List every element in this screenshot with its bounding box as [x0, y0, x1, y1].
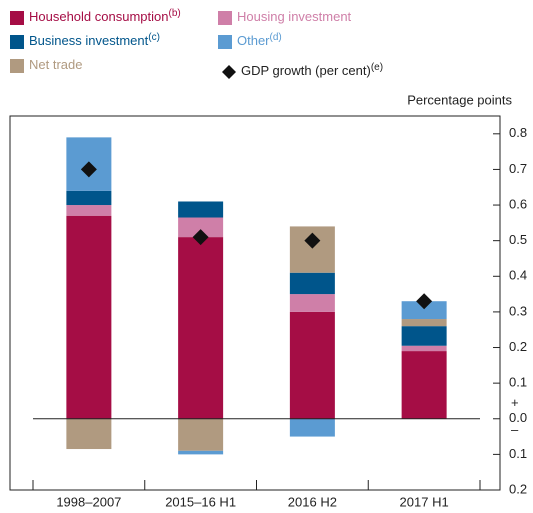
- bar-segment: [289, 272, 335, 295]
- legend-text: Household consumption: [29, 9, 168, 24]
- bar-segment: [178, 237, 224, 419]
- y-tick-label: 0.7: [509, 161, 527, 176]
- legend-note: (e): [371, 62, 383, 73]
- legend-note: (c): [148, 32, 160, 43]
- legend-note: (b): [168, 8, 180, 19]
- y-tick-label: 0.2: [509, 339, 527, 354]
- bar-segment: [66, 418, 112, 450]
- gdp-marker: [192, 229, 209, 246]
- legend-label: Other(d): [237, 32, 282, 49]
- bar-segment: [178, 450, 224, 455]
- y-tick-label: 0.4: [509, 268, 527, 283]
- legend-note: (d): [270, 32, 282, 43]
- legend-swatch: [218, 11, 232, 25]
- axis-label: Percentage points: [407, 92, 512, 107]
- legend-swatch: [218, 35, 232, 49]
- y-tick-label: 0.6: [509, 196, 527, 211]
- legend-swatch: [10, 35, 24, 49]
- legend-label: GDP growth (per cent)(e): [241, 62, 383, 79]
- gdp-marker: [80, 161, 97, 178]
- legend-label: Household consumption(b): [29, 8, 181, 25]
- y-tick-label: 0.5: [509, 232, 527, 247]
- legend-text: Other: [237, 33, 270, 48]
- x-tick-label: 2015–16 H1: [165, 494, 236, 509]
- x-tick-label: 2016 H2: [288, 494, 337, 509]
- bar-segment: [66, 190, 112, 206]
- bar-segment: [401, 319, 447, 327]
- bar-segment: [178, 201, 224, 218]
- legend-text: GDP growth (per cent): [241, 63, 371, 78]
- y-tick-label: 0.8: [509, 125, 527, 140]
- bar-segment: [289, 294, 335, 312]
- legend-text: Housing investment: [237, 9, 352, 24]
- bar-segment: [401, 345, 447, 352]
- legend-label: Business investment(c): [29, 32, 160, 49]
- sign: –: [511, 422, 519, 437]
- legend-text: Net trade: [29, 57, 82, 72]
- y-tick-label: 0.3: [509, 303, 527, 318]
- x-tick-label: 1998–2007: [56, 494, 121, 509]
- legend-swatch: [10, 11, 24, 25]
- bar-segment: [401, 301, 447, 320]
- gdp-marker: [304, 232, 321, 249]
- sign: +: [511, 395, 519, 410]
- bar-segment: [178, 418, 224, 451]
- bar-segment: [66, 205, 112, 216]
- y-tick-label: 0.0: [509, 410, 527, 425]
- x-tick-label: 2017 H1: [400, 494, 449, 509]
- gdp-marker: [416, 293, 433, 310]
- legend-label: Net trade: [29, 57, 82, 72]
- y-tick-label: 0.2: [509, 481, 527, 496]
- bar-segment: [289, 418, 335, 437]
- legend-marker: [222, 65, 236, 79]
- bar-segment: [66, 215, 112, 419]
- legend-swatch: [10, 59, 24, 73]
- bar-segment: [289, 311, 335, 419]
- y-tick-label: 0.1: [509, 375, 527, 390]
- y-tick-label: 0.1: [509, 446, 527, 461]
- bar-segment: [401, 326, 447, 346]
- bar-segment: [178, 217, 224, 238]
- bar-segment: [401, 351, 447, 419]
- legend-label: Housing investment: [237, 9, 352, 24]
- legend-text: Business investment: [29, 33, 149, 48]
- plot-frame: [9, 115, 501, 491]
